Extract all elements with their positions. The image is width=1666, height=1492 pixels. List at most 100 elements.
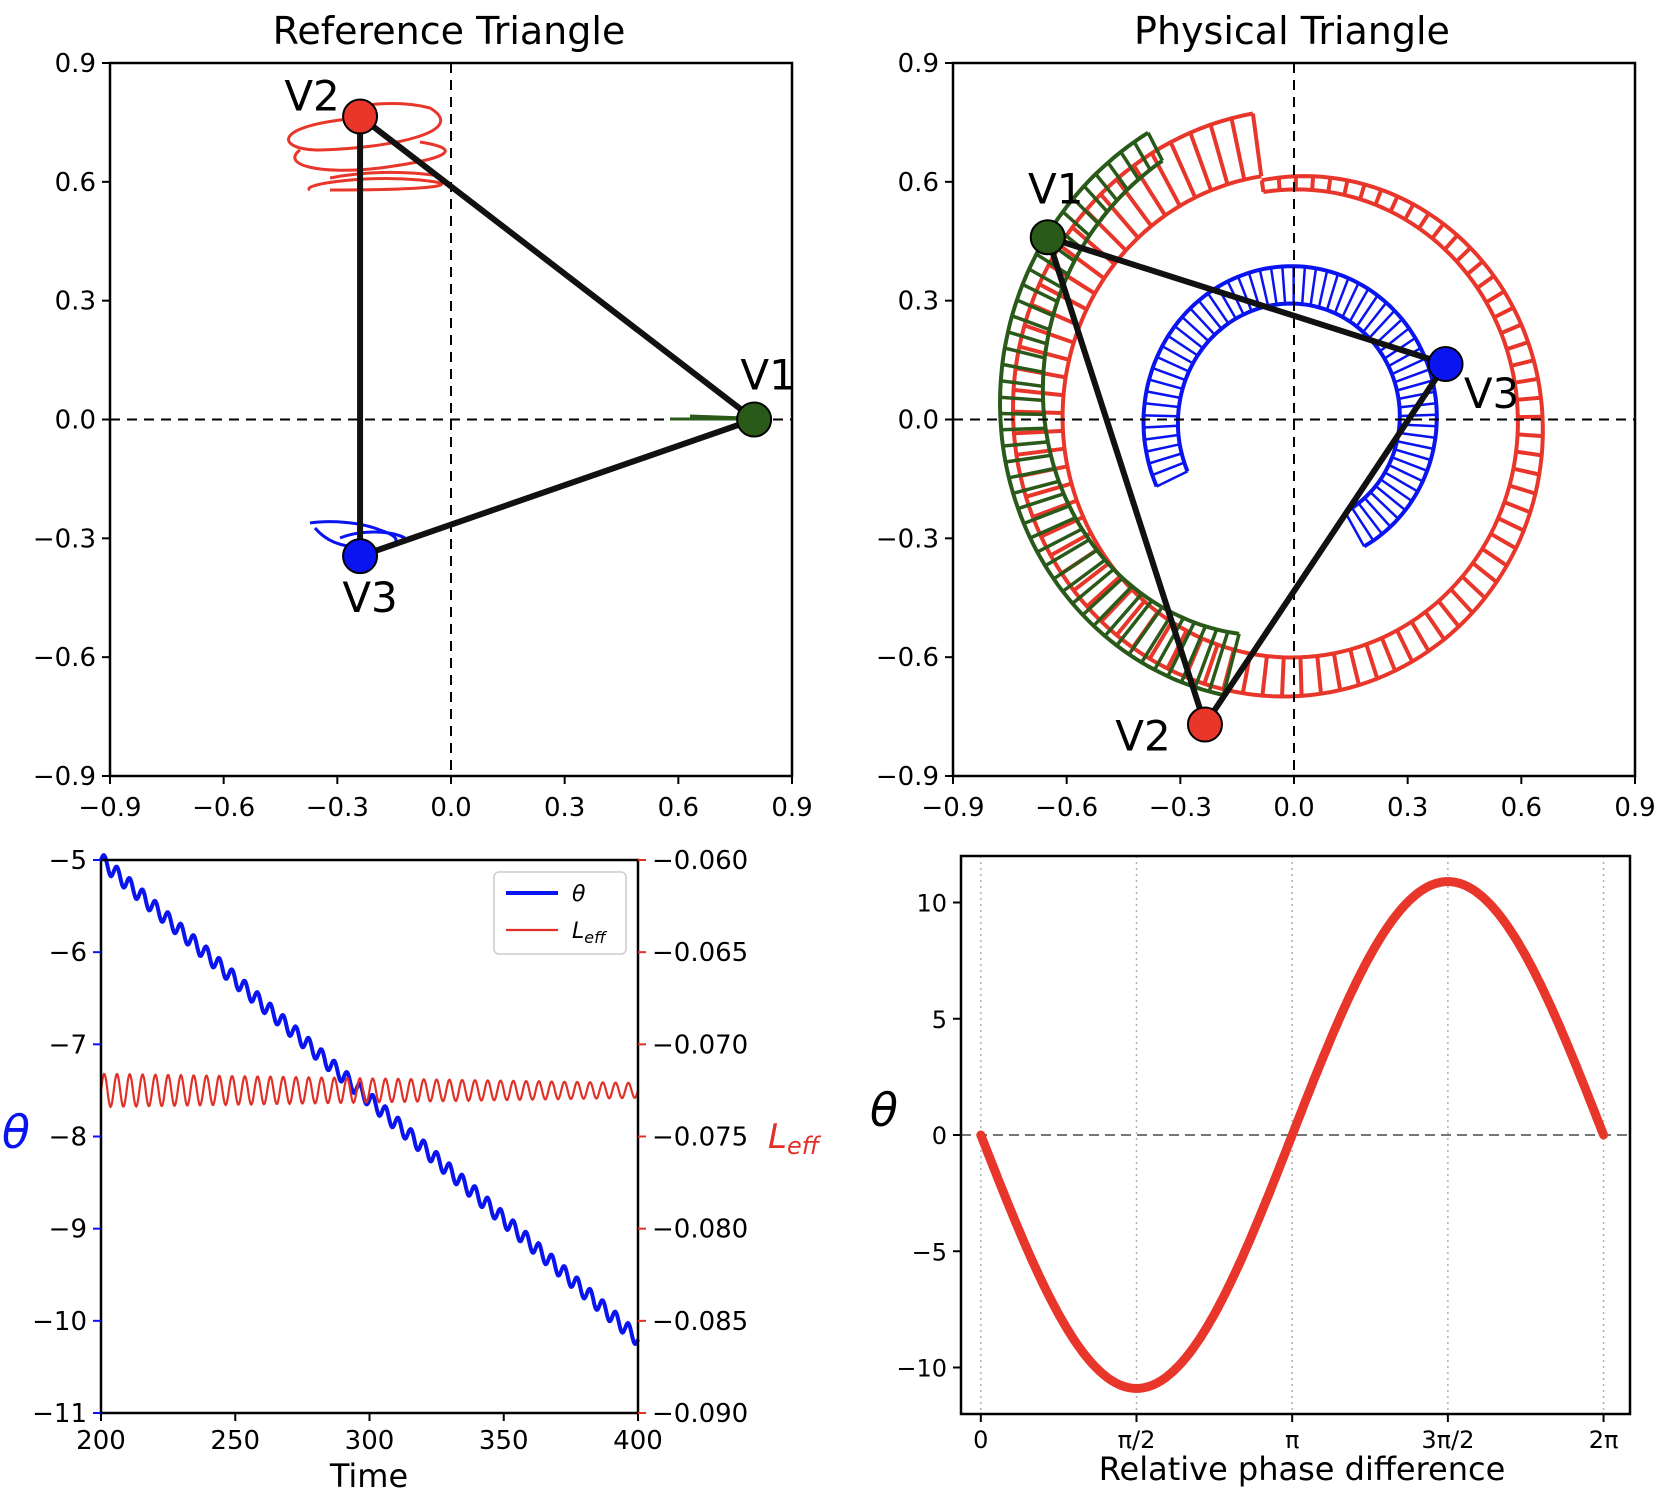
physical-v1-band-outer-edge [997,131,1224,697]
phys-xtick-label: 0.9 [1614,793,1655,823]
phys-ytick-label: 0.0 [898,406,939,436]
phys-vertex-label-v2: V2 [1115,712,1170,761]
leff-y-axis-label: Leff [768,1117,822,1160]
physical-triangle-vertices: V1 V2 V3 [1028,164,1519,760]
phys-xtick-label: 0.3 [1387,793,1428,823]
ref-xtick-label: 0.9 [771,793,812,823]
ref-xtick-label: 0.3 [544,793,585,823]
time-x-ticks: 200 250 300 350 400 [76,1413,663,1456]
ref-ytick-label: −0.6 [33,643,96,673]
reference-triangle-vertices: V1 V2 V3 [284,71,795,622]
phase-ytick-label: −10 [896,1355,947,1383]
theta-ytick-label: −10 [32,1307,87,1337]
phys-vertex-v1 [1029,219,1066,256]
ref-ytick-label: −0.9 [33,762,96,792]
phase-y-ticks: 10 5 0 −5 −10 [896,890,961,1383]
phys-vertex-v2 [1186,706,1223,743]
time-xtick-label: 200 [76,1426,126,1456]
reference-y-ticks: −0.9 −0.6 −0.3 0.0 0.3 0.6 0.9 [33,49,110,792]
physical-y-ticks: −0.9 −0.6 −0.3 0.0 0.3 0.6 0.9 [876,49,953,792]
physical-v3-band-inner-edge [1175,301,1402,514]
theta-ytick-label: −5 [49,846,87,876]
theta-ytick-label: −11 [32,1399,87,1429]
theta-y-axis-label: θ [2,1105,30,1159]
physical-triangle-edges [1044,234,1449,728]
phase-xtick-label: π/2 [1118,1426,1156,1454]
legend-leff-main: L [572,919,584,944]
ref-vertex-v3 [342,538,379,575]
physical-v1-band-hatch [999,131,1241,696]
phase-xtick-label: 3π/2 [1421,1426,1474,1454]
ref-ytick-label: 0.9 [55,49,96,79]
ref-xtick-label: −0.9 [78,793,141,823]
ref-xtick-label: −0.6 [192,793,255,823]
phys-ytick-label: −0.9 [876,762,939,792]
physical-v2-band-hatch [1012,113,1543,697]
reference-v2-trace [287,102,447,192]
phase-xtick-label: π [1285,1426,1299,1454]
ref-ytick-label: 0.6 [55,168,96,198]
ref-vertex-v2 [342,98,379,135]
physical-v3-band-outer-edge [1141,264,1439,549]
phase-ytick-label: 5 [932,1006,947,1034]
ref-ytick-label: 0.0 [55,406,96,436]
phys-edge-V2-V3 [1201,361,1449,728]
legend-leff-label: Leff [572,919,608,947]
theta-y-ticks: −5 −6 −7 −8 −9 −10 −11 [32,846,101,1429]
theta-ytick-label: −7 [49,1030,87,1060]
phys-ytick-label: 0.6 [898,168,939,198]
theta-ytick-label: −6 [49,938,87,968]
physical-v1-band-inner-edge [1040,159,1240,636]
leff-label-main: L [768,1117,787,1157]
legend-theta-label: θ [572,882,586,907]
physical-triangle-title: Physical Triangle [1134,9,1450,53]
time-x-axis-label: Time [329,1457,408,1492]
ref-xtick-label: −0.3 [306,793,369,823]
leff-ytick-label: −0.065 [652,938,748,968]
phase-ytick-label: −5 [912,1238,947,1266]
time-xtick-label: 300 [345,1426,395,1456]
phys-ytick-label: −0.6 [876,643,939,673]
ref-vertex-v1 [736,401,773,438]
theta-ytick-label: −8 [49,1123,87,1153]
time-legend: θ Leff [493,871,627,955]
leff-y-ticks: −0.060 −0.065 −0.070 −0.075 −0.080 −0.085 −0.0… [638,846,748,1429]
phys-xtick-label: 0.0 [1273,793,1314,823]
phys-vertex-v3 [1427,346,1464,383]
time-xtick-label: 250 [210,1426,260,1456]
phase-xtick-label: 2π [1589,1426,1619,1454]
phys-ytick-label: 0.9 [898,49,939,79]
reference-triangle-title: Reference Triangle [273,9,626,53]
leff-ytick-label: −0.075 [652,1123,748,1153]
leff-label-sub: eff [787,1132,822,1160]
phase-curve [976,877,1609,1393]
time-xtick-label: 350 [479,1426,529,1456]
phase-panel: 0 π/2 π 3π/2 2π 10 5 0 −5 −10 Relative phase dif… [870,854,1632,1488]
ref-edge-V3-V1 [357,416,758,560]
phys-xtick-label: −0.3 [1149,793,1212,823]
ref-xtick-label: 0.6 [658,793,699,823]
phys-ytick-label: 0.3 [898,287,939,317]
phase-y-axis-label: θ [870,1083,898,1137]
phys-xtick-label: −0.9 [921,793,984,823]
theta-series-line [99,853,640,1346]
reference-x-ticks: −0.9 −0.6 −0.3 0.0 0.3 0.6 0.9 [78,776,813,823]
phys-xtick-label: 0.6 [1501,793,1542,823]
phase-ytick-label: 10 [916,890,947,918]
physical-v2-band-outer-edge [1010,111,1545,699]
phys-edge-V3-V1 [1044,234,1449,368]
ref-xtick-label: 0.0 [430,793,471,823]
phys-vertex-label-v1: V1 [1028,164,1083,213]
leff-series-line [99,1072,640,1109]
physical-x-ticks: −0.9 −0.6 −0.3 0.0 0.3 0.6 0.9 [921,776,1656,823]
phase-ytick-label: 0 [932,1122,947,1150]
reference-triangle-panel: Reference Triangle V1 V2 V3 −0.9 −0.6 −0.3 0.… [33,9,813,823]
phys-ytick-label: −0.3 [876,524,939,554]
ref-vertex-label-v2: V2 [284,71,339,120]
phys-vertex-label-v3: V3 [1464,369,1519,418]
leff-ytick-label: −0.080 [652,1215,748,1245]
leff-ytick-label: −0.060 [652,846,748,876]
ref-vertex-label-v1: V1 [740,351,795,400]
legend-leff-sub: eff [584,928,608,947]
